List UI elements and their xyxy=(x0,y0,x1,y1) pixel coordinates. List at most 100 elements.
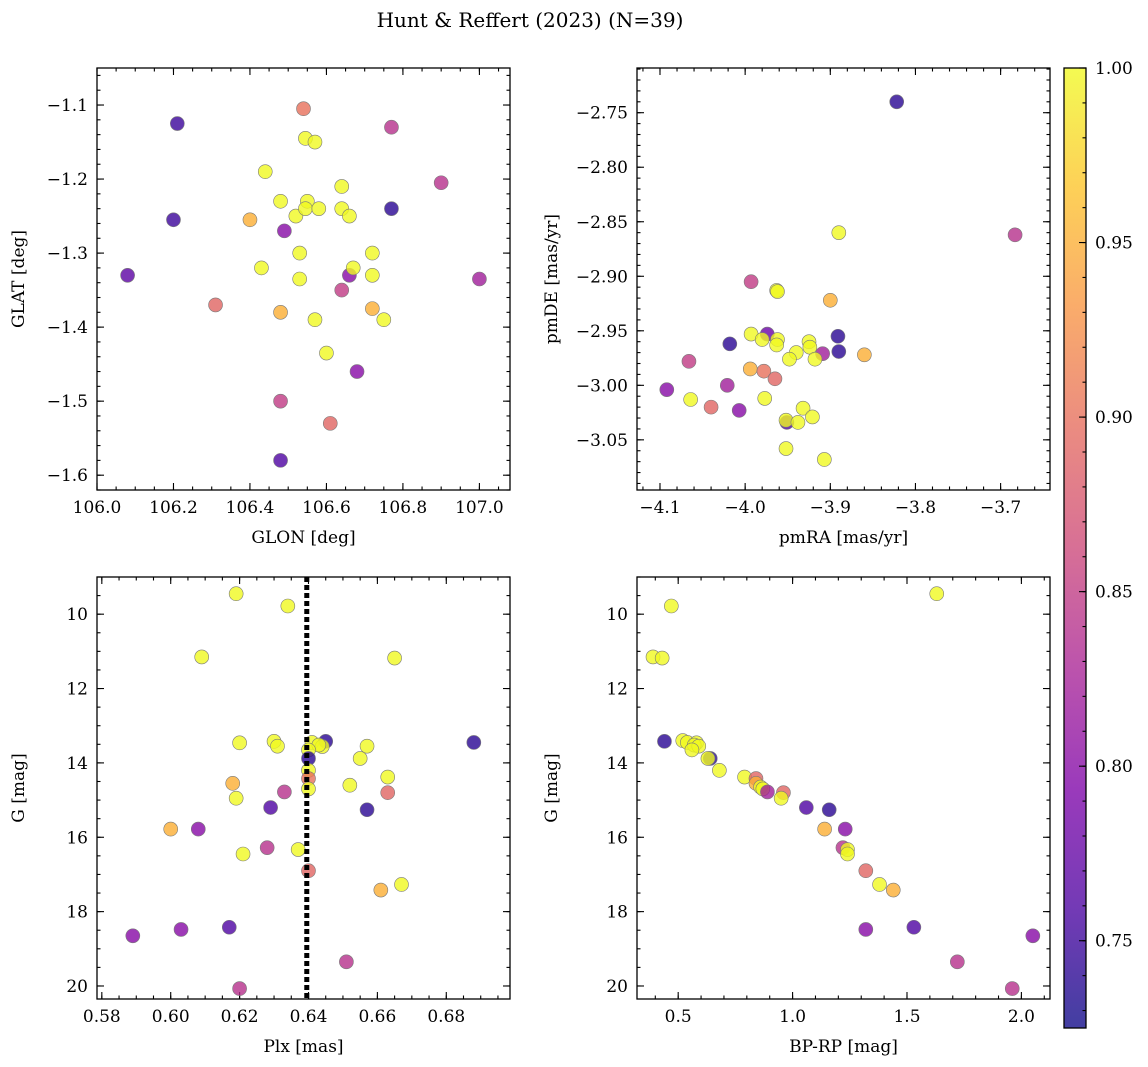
data-point xyxy=(394,877,409,892)
data-point xyxy=(858,863,874,879)
x-tick-label: 107.0 xyxy=(455,498,504,518)
data-point xyxy=(342,777,358,793)
data-point xyxy=(757,391,773,406)
data-point xyxy=(349,364,365,379)
data-point xyxy=(384,201,399,216)
data-point xyxy=(173,922,189,937)
data-point xyxy=(654,650,670,666)
data-point xyxy=(950,954,965,970)
y-axis-label: pmDE [mas/yr] xyxy=(542,214,562,344)
data-point xyxy=(731,403,747,418)
x-tick-label: 106.2 xyxy=(149,498,198,518)
y-tick-label: 18 xyxy=(66,903,88,923)
data-point xyxy=(831,225,847,240)
data-point xyxy=(352,751,368,766)
data-point xyxy=(190,821,206,837)
data-point xyxy=(273,453,288,468)
data-point xyxy=(821,802,837,818)
data-point xyxy=(760,784,775,800)
scatter-points xyxy=(659,94,1023,467)
data-point xyxy=(277,223,292,239)
data-point xyxy=(659,382,675,397)
data-point xyxy=(232,735,247,751)
data-point xyxy=(1004,981,1020,996)
data-point xyxy=(373,882,389,898)
data-point xyxy=(273,193,288,209)
data-point xyxy=(683,392,698,407)
x-tick-label: −3.9 xyxy=(810,498,851,518)
data-point xyxy=(307,134,323,150)
data-point xyxy=(208,297,223,313)
data-point xyxy=(259,840,275,855)
data-point xyxy=(790,415,806,430)
data-point xyxy=(681,354,697,369)
x-axis-label: pmRA [mas/yr] xyxy=(779,528,908,548)
y-tick-label: −2.90 xyxy=(576,267,628,287)
x-tick-label: 106.8 xyxy=(379,498,428,518)
data-point xyxy=(277,784,292,800)
y-tick-label: −3.00 xyxy=(576,376,628,396)
x-tick-label: −3.8 xyxy=(895,498,936,518)
y-tick-label: −1.5 xyxy=(47,392,88,412)
data-point xyxy=(263,800,278,815)
data-point xyxy=(384,119,399,135)
x-tick-label: 1.0 xyxy=(779,1007,806,1027)
scatter-points xyxy=(125,586,482,996)
data-point xyxy=(125,928,141,944)
data-point xyxy=(380,785,396,800)
y-axis-label: G [mag] xyxy=(9,753,29,822)
data-point xyxy=(387,650,402,666)
data-point xyxy=(319,345,334,361)
x-axis-label: BP-RP [mag] xyxy=(789,1037,898,1057)
data-point xyxy=(433,175,449,191)
data-point xyxy=(795,400,811,416)
scatter-points xyxy=(120,101,487,468)
data-point xyxy=(872,877,887,892)
data-point xyxy=(194,649,210,665)
x-tick-label: 0.60 xyxy=(152,1007,190,1027)
y-tick-label: −2.85 xyxy=(576,213,628,233)
data-point xyxy=(270,738,285,754)
colorbar-tick-label: 0.90 xyxy=(1095,408,1133,428)
data-point xyxy=(120,267,135,283)
x-tick-label: 0.64 xyxy=(290,1007,328,1027)
colorbar-tick-label: 0.80 xyxy=(1095,757,1133,777)
y-tick-label: −1.6 xyxy=(47,466,88,486)
data-point xyxy=(778,412,794,428)
data-point xyxy=(280,598,296,614)
colorbar-gradient xyxy=(1064,68,1086,1028)
x-tick-label: 0.58 xyxy=(83,1007,121,1027)
data-point xyxy=(163,821,179,837)
data-point xyxy=(342,208,357,224)
data-point xyxy=(712,763,727,778)
x-tick-label: 0.68 xyxy=(427,1007,465,1027)
data-point xyxy=(857,347,872,363)
data-point xyxy=(232,981,247,996)
y-tick-label: 20 xyxy=(66,977,88,997)
x-tick-label: 0.62 xyxy=(221,1007,259,1027)
data-point xyxy=(889,94,905,110)
data-point xyxy=(1025,928,1041,944)
data-point xyxy=(773,790,789,806)
data-point xyxy=(858,922,874,937)
colorbar-tick-label: 0.95 xyxy=(1095,234,1133,254)
data-point xyxy=(228,790,244,806)
data-point xyxy=(235,846,251,862)
data-point xyxy=(823,292,838,308)
axes-frame xyxy=(636,576,1051,1000)
data-point xyxy=(376,312,392,328)
data-point xyxy=(298,201,313,216)
data-point xyxy=(782,351,797,367)
data-point xyxy=(359,802,375,818)
data-point xyxy=(1007,227,1023,243)
data-point xyxy=(770,284,785,299)
data-point xyxy=(225,776,241,791)
y-tick-label: 12 xyxy=(606,680,628,700)
y-tick-label: 14 xyxy=(606,754,628,774)
data-point xyxy=(817,452,832,467)
x-axis-label: Plx [mas] xyxy=(263,1037,343,1057)
data-point xyxy=(840,846,855,862)
colorbar-tick-label: 1.00 xyxy=(1095,59,1133,79)
data-point xyxy=(166,212,181,228)
panel-parallax-magnitude: 0.58 0.60 0.62 0.64 0.66 0.68 10 12 14 16 18 20 Plx … xyxy=(9,576,511,1057)
